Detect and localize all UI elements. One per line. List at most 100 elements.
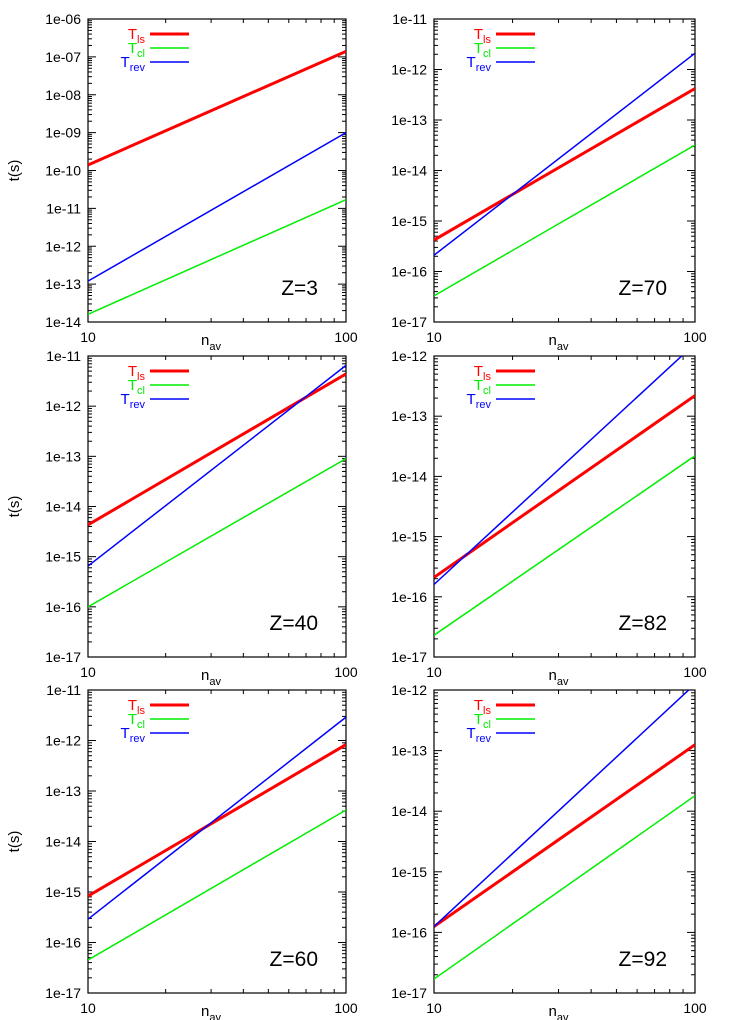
legend-label-cl: Tcl [128,711,145,731]
x-tick-label: 100 [683,1000,707,1016]
y-tick-label: 1e-17 [391,649,427,665]
legend-label-sub: ls [137,705,145,717]
y-tick-label: 1e-16 [391,924,427,940]
y-tick-label: 1e-06 [45,11,81,27]
y-tick-label: 1e-15 [391,864,427,880]
legend-label-cl: Tcl [128,377,145,397]
y-tick-label: 1e-14 [391,468,427,484]
y-axis-label: t(s) [6,496,23,518]
legend-label-sub: rev [476,399,492,411]
legend-label-rev: Trev [467,725,492,745]
legend-label-main: T [474,711,483,728]
z-annotation: Z=40 [270,612,318,635]
y-tick-label: 1e-14 [45,314,81,330]
panel-1: 1e-14 1e-13 1e-12 1e-11 1e-10 1e-09 1e-08 1e-07… [6,11,358,353]
y-tick-label: 1e-17 [45,649,81,665]
y-tick-label: 1e-15 [391,529,427,545]
plot-frame [433,355,696,658]
legend-label-main: T [467,54,476,71]
x-axis-label: nav [201,1003,221,1020]
panel-4: 1e-17 1e-16 1e-15 1e-14 1e-13 1e-12 10 100 nav Tl… [391,348,707,688]
y-tick-label: 1e-14 [45,834,81,850]
z-annotation: Z=3 [281,277,318,300]
y-tick-label: 1e-08 [45,87,81,103]
z-annotation: Z=60 [270,948,318,971]
series-line-rev [434,690,690,928]
series-line-rev [88,364,346,567]
panel-6: 1e-17 1e-16 1e-15 1e-14 1e-13 1e-12 10 100 nav Tl… [391,682,707,1020]
legend-label-sub: rev [130,399,146,411]
legend-label-rev: Trev [121,725,146,745]
x-tick-label: 10 [426,664,442,680]
y-axis-label: t(s) [6,160,23,182]
legend-label-sub: cl [483,719,491,731]
legend-label-ls: Tls [474,26,492,46]
y-axis-label: t(s) [6,831,23,853]
legend-label-ls: Tls [474,363,492,383]
panel-2: 1e-17 1e-16 1e-15 1e-14 1e-13 1e-12 1e-11 10 100… [391,11,707,353]
y-tick-label: 1e-11 [46,682,81,698]
y-tick-label: 1e-12 [45,238,81,254]
y-tick-label: 1e-12 [391,682,427,698]
y-tick-label: 1e-13 [45,783,81,799]
y-tick-label: 1e-12 [391,348,427,364]
x-axis-label-main: n [201,1003,209,1020]
x-tick-label: 10 [426,1000,442,1016]
y-tick-label: 1e-12 [391,62,427,78]
legend-label-sub: cl [137,719,145,731]
legend-label-cl: Tcl [474,40,491,60]
plot-frame [433,689,696,994]
x-axis-label-main: n [201,332,209,349]
series-line-cl [434,455,695,636]
series-line-ls [434,394,695,579]
legend-label-sub: ls [483,34,491,46]
series-line-ls [88,49,346,167]
legend-label-sub: cl [137,48,145,60]
legend-label-main: T [474,363,483,380]
legend-label-main: T [128,40,137,57]
z-annotation: Z=82 [619,612,667,635]
series-line-rev [88,716,346,920]
legend-label-sub: cl [137,385,145,397]
legend-label-sub: ls [483,371,491,383]
y-tick-label: 1e-16 [391,264,427,280]
legend-label-sub: ls [137,34,145,46]
y-tick-label: 1e-11 [46,348,81,364]
y-tick-label: 1e-10 [45,163,81,179]
series-line-rev [434,52,695,256]
x-tick-label: 10 [426,329,442,345]
x-axis-label: nav [549,1003,569,1020]
z-annotation: Z=70 [619,277,667,300]
legend-label-main: T [121,725,130,742]
x-axis-label-sub: av [557,341,569,353]
legend-label-sub: cl [483,385,491,397]
legend-label-cl: Tcl [128,40,145,60]
legend-label-main: T [128,697,137,714]
y-tick-label: 1e-12 [45,733,81,749]
x-axis-label: nav [549,332,569,353]
legend-label-cl: Tcl [474,377,491,397]
legend-label-main: T [128,377,137,394]
legend-label-main: T [467,391,476,408]
y-tick-label: 1e-13 [391,743,427,759]
legend-label-ls: Tls [128,363,146,383]
y-tick-label: 1e-14 [45,499,81,515]
y-tick-label: 1e-13 [391,408,427,424]
legend-label-main: T [121,54,130,71]
y-tick-label: 1e-13 [45,448,81,464]
y-tick-label: 1e-14 [391,163,427,179]
x-axis-label: nav [201,332,221,353]
series-line-cl [88,809,346,961]
legend-label-main: T [474,697,483,714]
y-tick-label: 1e-17 [391,985,427,1001]
y-tick-label: 1e-17 [45,985,81,1001]
x-tick-label: 100 [334,664,358,680]
y-tick-label: 1e-15 [45,549,81,565]
series-line-ls [88,743,346,898]
legend-label-rev: Trev [121,54,146,74]
x-axis-label-main: n [549,332,557,349]
legend-label-rev: Trev [467,391,492,411]
x-axis-label-sub: av [557,1012,569,1020]
legend-label-main: T [121,391,130,408]
